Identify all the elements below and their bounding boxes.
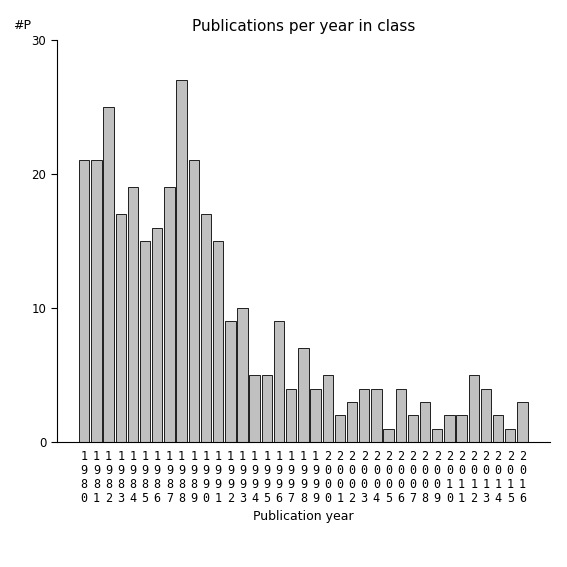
- Bar: [274, 321, 284, 442]
- Bar: [371, 388, 382, 442]
- Bar: [310, 388, 321, 442]
- Bar: [359, 388, 369, 442]
- Bar: [225, 321, 235, 442]
- Bar: [201, 214, 211, 442]
- Bar: [505, 429, 515, 442]
- Bar: [493, 416, 503, 442]
- Bar: [335, 416, 345, 442]
- Bar: [79, 160, 90, 442]
- Bar: [383, 429, 393, 442]
- Bar: [116, 214, 126, 442]
- Y-axis label: #P: #P: [13, 19, 31, 32]
- Bar: [298, 348, 308, 442]
- Bar: [432, 429, 442, 442]
- Bar: [481, 388, 491, 442]
- Bar: [456, 416, 467, 442]
- Bar: [420, 402, 430, 442]
- Bar: [238, 308, 248, 442]
- Bar: [128, 187, 138, 442]
- Bar: [140, 241, 150, 442]
- Bar: [164, 187, 175, 442]
- Bar: [517, 402, 527, 442]
- X-axis label: Publication year: Publication year: [253, 510, 354, 523]
- Bar: [91, 160, 101, 442]
- Bar: [468, 375, 479, 442]
- Title: Publications per year in class: Publications per year in class: [192, 19, 415, 35]
- Bar: [444, 416, 455, 442]
- Bar: [408, 416, 418, 442]
- Bar: [176, 80, 187, 442]
- Bar: [396, 388, 406, 442]
- Bar: [261, 375, 272, 442]
- Bar: [323, 375, 333, 442]
- Bar: [152, 227, 163, 442]
- Bar: [103, 107, 114, 442]
- Bar: [347, 402, 357, 442]
- Bar: [189, 160, 199, 442]
- Bar: [249, 375, 260, 442]
- Bar: [286, 388, 297, 442]
- Bar: [213, 241, 223, 442]
